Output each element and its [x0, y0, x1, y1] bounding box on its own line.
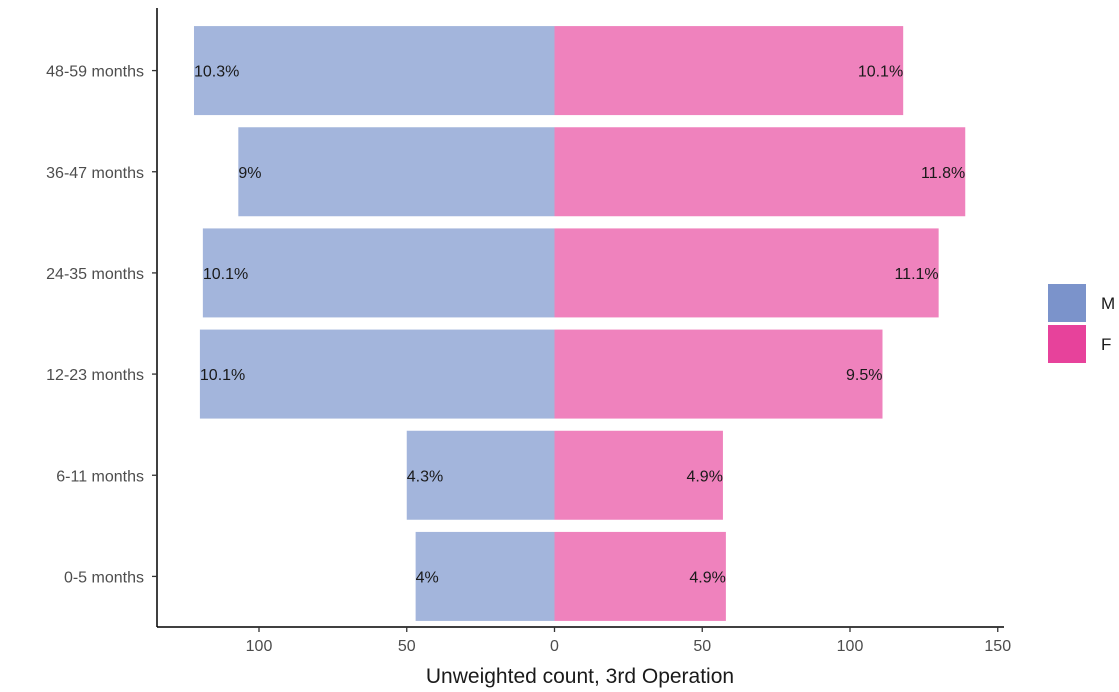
bar-m-5 — [238, 127, 555, 217]
x-tick-label-2: 50 — [398, 638, 416, 655]
bar-label-f-3: 9.5% — [846, 367, 882, 384]
bar-label-f-6: 10.1% — [858, 64, 903, 81]
legend-key-m — [1048, 284, 1086, 322]
y-tick-label-5: 36-47 months — [46, 165, 144, 182]
bar-label-m-5: 9% — [238, 165, 261, 182]
bar-label-m-2: 4.3% — [407, 468, 443, 485]
bar-label-m-6: 10.3% — [194, 64, 239, 81]
bars-layer — [193, 26, 966, 621]
legend: MF — [1048, 284, 1115, 363]
bar-label-m-4: 10.1% — [203, 266, 248, 283]
y-tick-label-1: 0-5 months — [64, 569, 144, 586]
bar-label-f-1: 4.9% — [689, 569, 725, 586]
x-tick-label-4: 50 — [693, 638, 711, 655]
bar-label-m-1: 4% — [416, 569, 439, 586]
y-tick-label-6: 48-59 months — [46, 64, 144, 81]
bar-labels-layer: 4% 4.3% 10.1% 10.1% 9% 10.3% 4.9% 4.9% 9.5% 11.1%… — [194, 64, 965, 587]
legend-key-f — [1048, 325, 1086, 363]
bar-label-f-2: 4.9% — [686, 468, 722, 485]
bar-m-2 — [406, 430, 555, 520]
bar-m-3 — [199, 329, 555, 419]
y-tick-label-4: 24-35 months — [46, 266, 144, 283]
y-axis-ticks: 0-5 months 6-11 months 12-23 months 24-35 m… — [46, 64, 157, 586]
bar-m-6 — [193, 26, 555, 116]
bar-f-5 — [554, 127, 966, 217]
bar-m-4 — [202, 228, 555, 318]
x-tick-label-1: 100 — [246, 638, 273, 655]
bar-label-f-4: 11.1% — [894, 266, 938, 283]
y-tick-label-3: 12-23 months — [46, 367, 144, 384]
x-tick-label-3: 0 — [550, 638, 559, 655]
bar-f-4 — [554, 228, 939, 318]
x-axis-ticks: 100 50 0 50 100 150 — [246, 627, 1011, 655]
bar-label-m-3: 10.1% — [200, 367, 245, 384]
x-tick-label-5: 100 — [837, 638, 864, 655]
bar-f-6 — [554, 26, 904, 116]
bar-f-1 — [554, 531, 726, 621]
x-axis-title: Unweighted count, 3rd Operation — [426, 665, 734, 688]
x-tick-label-6: 150 — [984, 638, 1011, 655]
bar-label-f-5: 11.8% — [921, 165, 965, 182]
y-tick-label-2: 6-11 months — [56, 468, 144, 485]
bar-f-2 — [554, 430, 723, 520]
bar-m-1 — [415, 531, 555, 621]
bar-f-3 — [554, 329, 883, 419]
legend-label-f: F — [1101, 335, 1111, 354]
legend-label-m: M — [1101, 294, 1115, 313]
